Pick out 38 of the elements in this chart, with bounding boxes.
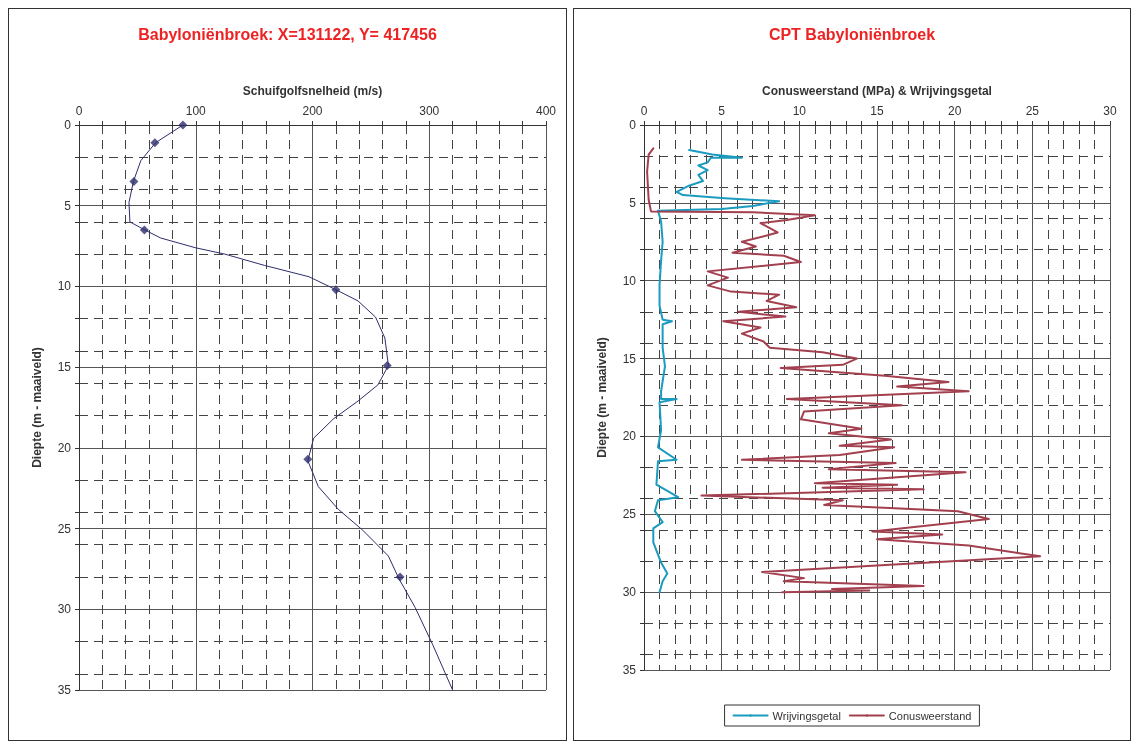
y-tick-label: 10 [57,279,72,294]
y-tick-label: 35 [57,683,72,697]
x-tick-label: 15 [870,104,884,118]
x-tick-label: 0 [640,104,648,118]
x-axis-title: Schuifgolfsnelheid (m/s) [242,84,383,98]
y-tick-label: 30 [622,585,637,600]
line-series [652,148,781,594]
y-tick-label: 15 [57,360,72,375]
y-tick-label: 25 [622,507,637,522]
legend-label: Conusweerstand [888,709,972,722]
x-tick-label: 25 [1025,104,1040,118]
y-axis-title: Diepte (m - maaiveld) [595,337,609,458]
y-tick-label: 10 [622,273,637,288]
y-tick-label: 0 [64,118,72,132]
legend-label: Wrijvingsgetal [772,709,841,722]
chart-title: Babyloniënbroek: X=131122, Y= 417456 [138,25,437,43]
y-tick-label: 5 [64,198,72,213]
y-axis-title: Diepte (m - maaiveld) [30,347,44,468]
x-tick-label: 200 [302,104,323,118]
x-tick-label: 100 [185,104,207,118]
y-tick-label: 20 [57,440,72,455]
line-series [646,147,1042,594]
y-tick-label: 20 [622,429,637,444]
y-tick-label: 30 [57,602,72,617]
x-tick-label: 10 [792,104,807,118]
x-tick-label: 20 [947,104,962,118]
x-axis-title: Conusweerstand (MPa) & Wrijvingsgetal [762,84,992,98]
x-tick-label: 400 [535,104,557,118]
y-tick-label: 0 [629,118,637,132]
y-tick-label: 15 [622,351,637,366]
y-tick-label: 25 [57,521,72,536]
y-tick-label: 35 [622,663,637,677]
x-tick-label: 30 [1103,104,1117,118]
x-tick-label: 0 [75,104,83,118]
y-tick-label: 5 [629,195,637,210]
chart-title: CPT Babyloniënbroek [768,25,936,43]
x-tick-label: 5 [718,104,726,118]
x-tick-label: 300 [419,104,440,118]
